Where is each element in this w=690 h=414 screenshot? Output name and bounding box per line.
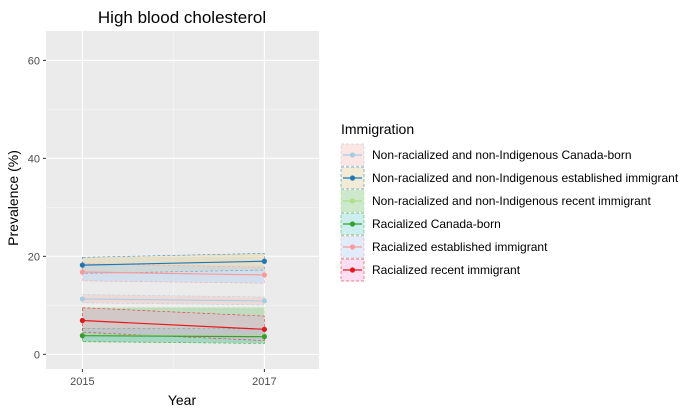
legend-label: Non-racialized and non-Indigenous Canada… (372, 148, 632, 162)
y-axis-label: Prevalence (%) (5, 150, 21, 246)
x-axis-label: Year (168, 392, 197, 408)
x-tick-label: 2017 (252, 376, 276, 388)
data-point (79, 296, 85, 302)
data-point (261, 272, 267, 278)
axis-ticks: 0 20 40 60 2015 2017 (28, 55, 277, 388)
legend-key-point (349, 175, 356, 181)
series-line (82, 335, 265, 338)
data-point (79, 317, 85, 324)
legend-label: Non-racialized and non-Indigenous recent… (372, 194, 651, 208)
series-line (82, 271, 265, 276)
data-point (79, 262, 85, 268)
legend-title: Immigration (341, 121, 414, 137)
legend-key-point (349, 198, 356, 204)
series-points (79, 258, 267, 340)
legend-key-point (349, 267, 356, 273)
data-point (261, 334, 267, 340)
series-line (82, 298, 265, 302)
series-lines (82, 260, 265, 338)
legend-label: Racialized recent immigrant (372, 263, 521, 277)
data-point (79, 333, 85, 339)
data-point (261, 326, 267, 332)
confidence-bands (82, 253, 265, 344)
y-tick-label: 60 (28, 55, 40, 67)
series-line (82, 260, 265, 266)
y-tick-label: 40 (28, 153, 40, 165)
legend-key-point (349, 244, 356, 250)
y-tick-label: 20 (28, 251, 40, 263)
data-point (261, 258, 267, 264)
legend-label: Racialized Canada-born (372, 217, 501, 231)
legend-key-point (349, 152, 356, 158)
legend-key-point (349, 221, 356, 227)
legend-label: Racialized established immigrant (372, 240, 548, 254)
data-point (79, 269, 85, 275)
legend: Non-racialized and non-Indigenous Canada… (340, 143, 679, 282)
legend-label: Non-racialized and non-Indigenous establ… (372, 171, 679, 185)
chart-title: High blood cholesterol (98, 8, 266, 27)
y-tick-label: 0 (34, 349, 40, 361)
series-line (82, 319, 265, 330)
confidence-band (82, 307, 265, 341)
data-point (261, 298, 267, 304)
x-tick-label: 2015 (70, 376, 94, 388)
